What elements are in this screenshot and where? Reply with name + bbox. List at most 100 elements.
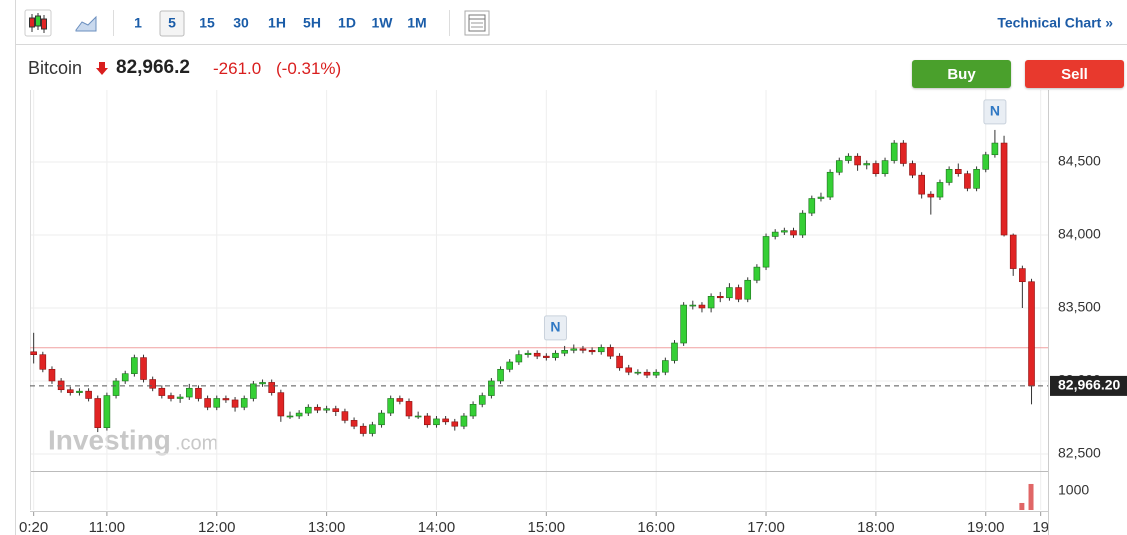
x-tick-label: 18:00 — [857, 519, 895, 535]
candle-body — [478, 395, 486, 405]
x-tick-label: 12:00 — [198, 519, 236, 535]
candle-body — [909, 163, 916, 176]
candle-body — [744, 279, 752, 300]
candle-body — [964, 173, 971, 189]
candle-body — [698, 304, 706, 309]
news-marker[interactable] — [983, 99, 1007, 125]
interval-button[interactable]: 1W — [372, 15, 394, 31]
candle-body — [927, 193, 935, 198]
candle-body — [94, 398, 102, 428]
candle-body — [579, 348, 587, 351]
candle-body — [945, 169, 953, 183]
candle-body — [1009, 234, 1017, 269]
candle-body — [442, 418, 449, 423]
candle-body — [515, 354, 523, 363]
interval-button[interactable]: 30 — [233, 15, 249, 31]
candle-body — [259, 382, 266, 385]
candle-body — [982, 154, 990, 170]
candle-body — [771, 231, 779, 237]
candle-body — [854, 155, 861, 166]
candle-body — [524, 352, 532, 355]
candle-body — [954, 169, 962, 175]
plot-area: NN — [30, 90, 1048, 516]
selected-interval-box — [159, 10, 185, 37]
y-tick-label: 84,500 — [1058, 153, 1101, 169]
candle-body — [863, 163, 871, 166]
candle-type-icon[interactable] — [24, 9, 52, 37]
candle-body — [222, 398, 230, 401]
candle-body — [643, 371, 651, 376]
candle-body — [918, 174, 925, 195]
candle-body — [890, 142, 898, 161]
candle-body — [231, 399, 239, 408]
candle-body — [305, 406, 312, 414]
interval-button[interactable]: 1 — [134, 15, 142, 31]
settings-icon[interactable] — [464, 10, 490, 36]
interval-button[interactable]: 5 — [168, 15, 176, 31]
watermark-suffix: .com — [175, 432, 218, 454]
candle-body — [185, 387, 193, 398]
interval-button[interactable]: 15 — [199, 15, 215, 31]
candle-body — [1019, 268, 1026, 283]
candle-body — [112, 380, 120, 396]
candle-body — [158, 387, 166, 396]
candle-body — [707, 296, 715, 309]
candle-body — [570, 348, 578, 351]
candle-body — [277, 392, 285, 417]
candle-body — [204, 398, 211, 408]
candle-body — [634, 371, 642, 374]
candle-body — [121, 373, 129, 382]
candle-body — [900, 142, 907, 164]
x-tick-label: 17:00 — [747, 519, 785, 535]
candle-body — [991, 142, 999, 156]
interval-button[interactable]: 1D — [338, 15, 356, 31]
candle-body — [488, 380, 495, 396]
candle-body — [286, 415, 294, 418]
candle-body — [369, 424, 376, 434]
candle-body — [826, 171, 834, 198]
candle-body — [561, 350, 568, 354]
last-price: 82,966.2 — [116, 57, 190, 78]
candle-body — [314, 406, 321, 411]
news-marker[interactable] — [543, 315, 567, 341]
area-type-icon[interactable] — [75, 15, 97, 32]
buy-button[interactable]: Buy — [912, 60, 1011, 88]
x-tick-label: 11:00 — [89, 519, 125, 535]
price-change-percent: (-0.31%) — [276, 59, 342, 78]
interval-button[interactable]: 5H — [303, 15, 321, 31]
candle-body — [295, 412, 303, 417]
candle-body — [497, 368, 504, 382]
candle-body — [835, 160, 843, 173]
candle-body — [808, 198, 816, 214]
candle-body — [799, 212, 806, 236]
candle-body — [350, 420, 358, 427]
candle-body — [359, 425, 367, 434]
y-tick-label: 84,000 — [1058, 226, 1101, 242]
instrument-name: Bitcoin — [28, 58, 83, 78]
candle-body — [131, 357, 138, 374]
x-tick-label: 15:00 — [528, 519, 566, 535]
candle-body — [607, 347, 614, 357]
price-axis-panel — [1048, 90, 1127, 535]
candle-body — [588, 350, 596, 353]
candle-body — [424, 415, 431, 426]
candle-body — [57, 380, 65, 391]
candle-body — [103, 395, 111, 428]
candle-body — [753, 266, 761, 281]
candle-body — [936, 182, 944, 198]
sell-button[interactable]: Sell — [1025, 60, 1124, 88]
candle-body — [460, 415, 468, 427]
candle-body — [1028, 281, 1035, 387]
current-price-tag — [1050, 375, 1127, 396]
interval-button[interactable]: 1H — [268, 15, 286, 31]
candle-body — [140, 357, 147, 380]
interval-button[interactable]: 1M — [407, 15, 426, 31]
volume-bar — [1028, 483, 1034, 510]
y-tick-label: 83,500 — [1058, 299, 1101, 315]
candle-body — [240, 398, 248, 408]
current-price-tag-label: 82,966.20 — [1058, 377, 1120, 393]
candle-body — [872, 163, 880, 175]
candle-body — [671, 342, 678, 361]
candle-body — [552, 352, 559, 358]
technical-chart-link[interactable]: Technical Chart » — [997, 15, 1113, 31]
